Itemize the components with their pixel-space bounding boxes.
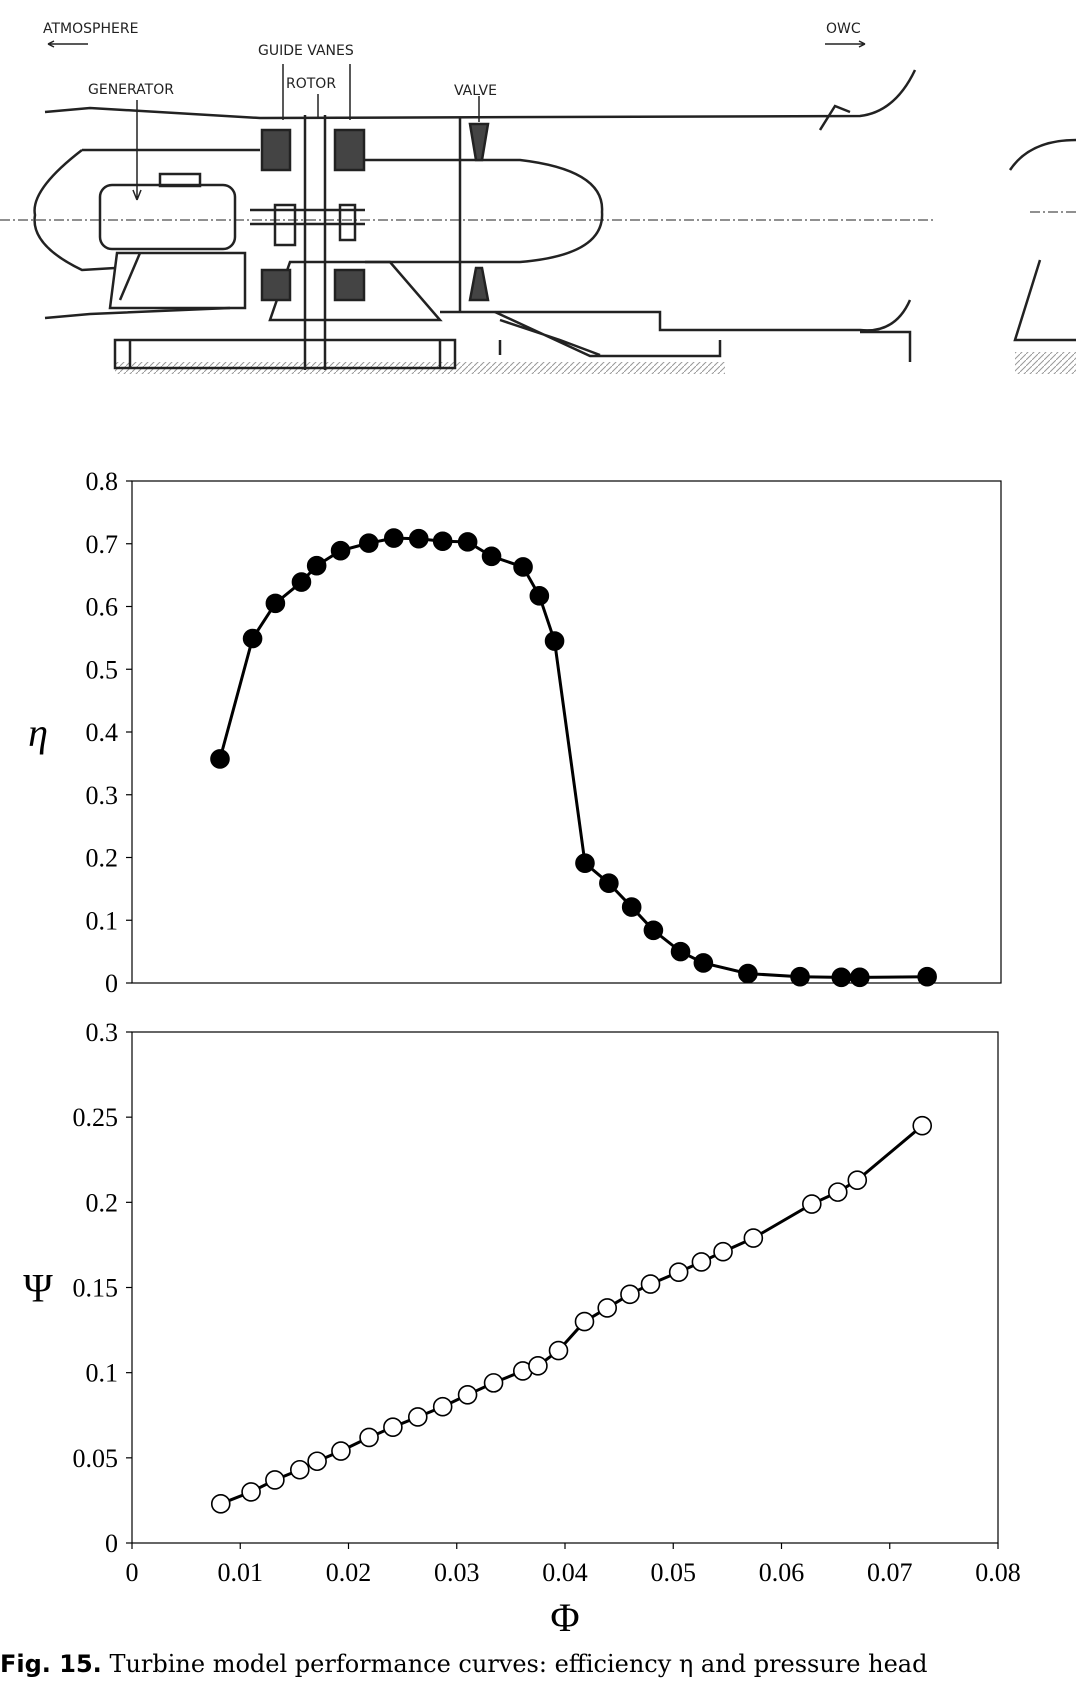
- x-tick-label: 0.02: [326, 1558, 372, 1587]
- data-point: [670, 941, 691, 962]
- data-point: [483, 1373, 504, 1393]
- data-point: [289, 1459, 310, 1480]
- y-tick-label: 0.15: [73, 1274, 119, 1303]
- data-point: [408, 528, 429, 549]
- x-tick-label: 0.06: [759, 1558, 805, 1587]
- data-point: [831, 967, 852, 988]
- y-tick-label: 0: [105, 1529, 118, 1558]
- data-point: [668, 1262, 689, 1282]
- caption: Fig. 15. Turbine model performance curve…: [0, 1650, 1076, 1678]
- data-point: [691, 1252, 712, 1272]
- data-point: [575, 853, 595, 873]
- x-tick-label: 0.05: [651, 1558, 697, 1587]
- data-point: [827, 1182, 848, 1202]
- y-tick-label: 0.8: [86, 467, 119, 496]
- data-point: [544, 631, 565, 651]
- caption-text: Turbine model performance curves: effici…: [109, 1650, 928, 1678]
- diagram-labels: ATMOSPHERE OWC GUIDE VANES GENERATOR ROT…: [43, 21, 861, 99]
- chart: 0 0.05 0.1 0.15 0.2 0.25 0.3 0 0.01 0.02 0.03 0.04 0…: [23, 1018, 1021, 1640]
- x-axis-label: Φ: [550, 1595, 579, 1640]
- label-generator: GENERATOR: [88, 82, 174, 98]
- data-point: [331, 1441, 351, 1461]
- data-point: [481, 546, 502, 567]
- chart: 0 0.1 0.2 0.3 0.4 0.5 0.6 0.7 0.8 η: [28, 467, 1002, 998]
- y-tick-label: 0.4: [86, 718, 119, 747]
- y-tick-label: 0.7: [86, 530, 119, 559]
- y-tick-label: 0.6: [86, 593, 119, 622]
- data-point: [265, 593, 286, 614]
- data-point: [291, 572, 312, 592]
- y-tick-label: 0.1: [86, 1359, 119, 1388]
- data-point: [849, 967, 870, 988]
- data-point: [713, 1241, 733, 1262]
- data-point: [407, 1407, 428, 1427]
- data-point: [912, 1115, 933, 1136]
- label-guide-vanes: GUIDE VANES: [258, 43, 354, 59]
- x-tick-label: 0.03: [434, 1558, 480, 1587]
- plot-frame: [131, 1031, 999, 1544]
- data-point: [330, 540, 351, 561]
- y-tick-label: 0.2: [86, 1188, 119, 1217]
- data-point: [847, 1170, 868, 1190]
- data-point: [802, 1194, 822, 1214]
- data-point: [574, 1311, 595, 1332]
- data-point: [306, 555, 327, 576]
- y-tick-label: 0.3: [86, 1018, 119, 1047]
- data-point: [620, 1284, 640, 1305]
- data-point: [599, 873, 619, 894]
- y-tick-label: 0: [105, 969, 118, 998]
- y-tick-label: 0.05: [73, 1444, 119, 1473]
- data-point: [548, 1340, 569, 1361]
- figure: ATMOSPHERE OWC GUIDE VANES GENERATOR ROT…: [0, 21, 1076, 1640]
- y-axis-label: Ψ: [23, 1266, 53, 1311]
- data-point: [359, 533, 379, 553]
- y-axis-label: η: [28, 710, 48, 755]
- data-point: [383, 1417, 403, 1437]
- label-owc: OWC: [826, 21, 861, 37]
- caption-label: Fig. 15.: [0, 1650, 102, 1678]
- data-point: [743, 1228, 764, 1248]
- data-point: [359, 1427, 379, 1448]
- y-tick-label: 0.3: [86, 781, 119, 810]
- data-point: [529, 586, 550, 606]
- data-point: [640, 1274, 661, 1294]
- turbine-diagram: [0, 40, 1076, 374]
- data-point: [790, 966, 810, 987]
- data-point: [432, 1396, 453, 1417]
- label-atmosphere: ATMOSPHERE: [43, 21, 138, 37]
- data-point: [917, 966, 937, 987]
- x-tick-label: 0: [126, 1558, 139, 1587]
- data-point: [265, 1470, 285, 1490]
- data-point: [643, 920, 664, 941]
- label-valve: VALVE: [454, 83, 497, 99]
- data-point: [621, 897, 642, 917]
- data-point: [210, 749, 230, 769]
- data-point: [693, 953, 714, 973]
- data-point: [383, 528, 404, 548]
- data-point: [432, 531, 453, 552]
- data-point: [528, 1356, 548, 1376]
- label-rotor: ROTOR: [286, 76, 336, 92]
- data-point: [457, 1385, 478, 1405]
- x-tick-label: 0.01: [218, 1558, 264, 1587]
- data-point: [457, 532, 478, 552]
- y-tick-label: 0.1: [86, 906, 119, 935]
- data-point: [738, 963, 758, 984]
- y-tick-label: 0.5: [86, 655, 119, 684]
- data-point: [210, 1494, 231, 1514]
- series-line: [218, 536, 928, 979]
- y-tick-label: 0.2: [86, 844, 119, 873]
- data-point: [597, 1298, 618, 1318]
- series-line: [220, 1124, 924, 1506]
- data-point: [307, 1451, 327, 1472]
- x-tick-label: 0.08: [975, 1558, 1021, 1587]
- data-point: [242, 628, 263, 649]
- x-tick-label: 0.07: [867, 1558, 913, 1587]
- data-point: [241, 1482, 261, 1502]
- x-tick-label: 0.04: [542, 1558, 588, 1587]
- data-point: [513, 557, 533, 577]
- y-tick-label: 0.25: [73, 1103, 119, 1132]
